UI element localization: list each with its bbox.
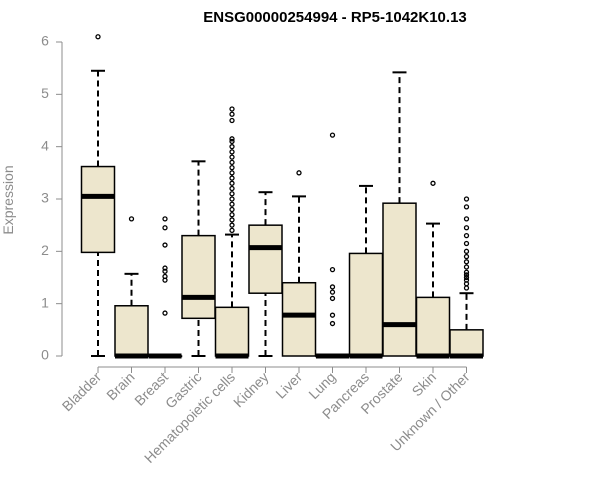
outlier-point xyxy=(463,248,470,254)
outlier-point xyxy=(463,216,470,222)
outlier-point xyxy=(463,259,470,265)
outlier-point xyxy=(463,272,470,278)
outlier-point xyxy=(329,295,336,302)
outlier-point xyxy=(162,216,168,222)
outlier-point xyxy=(128,216,135,222)
outlier-point xyxy=(162,268,168,274)
outlier-point xyxy=(229,175,235,181)
box-hematopoietic-cells xyxy=(214,106,250,359)
outlier-point xyxy=(229,154,235,160)
outlier-point xyxy=(329,312,336,318)
outlier-point xyxy=(229,222,235,228)
outlier-point xyxy=(229,185,235,192)
y-tick-label: 3 xyxy=(41,190,49,206)
box-series xyxy=(80,34,484,359)
outlier-point xyxy=(229,217,235,223)
outlier-point xyxy=(229,111,235,117)
iqr-box xyxy=(114,305,149,357)
outlier-point xyxy=(329,289,336,295)
box-brain xyxy=(114,216,149,359)
iqr-box xyxy=(80,165,116,254)
outlier-point xyxy=(229,180,235,186)
outlier-point xyxy=(229,144,235,150)
box-lung xyxy=(315,132,350,359)
chart-title: ENSG00000254994 - RP5-1042K10.13 xyxy=(203,9,467,26)
iqr-box xyxy=(415,296,451,357)
outlier-point xyxy=(463,264,470,270)
outlier-point xyxy=(229,206,235,213)
outlier-point xyxy=(463,269,470,275)
outlier-point xyxy=(463,285,470,291)
outlier-point xyxy=(463,204,470,210)
y-tick-label: 2 xyxy=(41,242,49,258)
iqr-box xyxy=(214,306,250,357)
box-kidney xyxy=(248,191,283,357)
y-axis: 0 1 2 3 4 5 6 xyxy=(41,33,63,363)
outlier-point xyxy=(329,266,336,273)
outlier-point xyxy=(229,227,235,234)
iqr-box xyxy=(281,281,317,357)
iqr-box xyxy=(181,234,216,320)
x-tick-label: Bladder xyxy=(59,369,105,415)
outlier-point xyxy=(329,284,336,290)
y-tick-label: 6 xyxy=(41,33,49,49)
outlier-point xyxy=(229,212,235,218)
outlier-point xyxy=(229,159,235,166)
outlier-point xyxy=(229,170,235,176)
iqr-box xyxy=(382,202,417,357)
outlier-point xyxy=(229,164,235,171)
y-tick-label: 4 xyxy=(41,137,49,153)
box-liver xyxy=(281,170,317,357)
outlier-point xyxy=(162,310,168,316)
box-breast xyxy=(147,216,183,359)
box-bladder xyxy=(80,34,116,357)
outlier-point xyxy=(229,196,235,202)
outlier-point xyxy=(329,320,336,327)
outlier-point xyxy=(463,277,470,283)
y-axis-label: Expression xyxy=(0,165,16,234)
outlier-point xyxy=(430,180,436,186)
outlier-point xyxy=(229,138,235,145)
box-unknown-other xyxy=(449,196,484,359)
outlier-point xyxy=(463,274,470,281)
y-tick-label: 5 xyxy=(41,85,49,101)
outlier-point xyxy=(162,265,168,271)
y-tick-label: 0 xyxy=(41,347,49,363)
outlier-point xyxy=(162,242,168,248)
outlier-point xyxy=(229,136,235,142)
y-tick-label: 1 xyxy=(41,294,49,310)
x-tick-label: Kidney xyxy=(230,369,272,411)
iqr-box xyxy=(248,224,283,294)
iqr-box xyxy=(348,252,384,357)
outlier-point xyxy=(95,34,101,40)
outlier-point xyxy=(162,273,168,280)
outlier-point xyxy=(229,117,235,124)
x-tick-label: Liver xyxy=(272,369,305,402)
outlier-point xyxy=(229,201,235,207)
box-pancreas xyxy=(348,184,384,359)
box-gastric xyxy=(181,160,216,357)
box-skin xyxy=(415,180,451,359)
iqr-box xyxy=(449,329,484,357)
outlier-point xyxy=(229,191,235,197)
outlier-point xyxy=(463,196,470,202)
outlier-point xyxy=(463,232,470,239)
outlier-point xyxy=(296,170,302,176)
outlier-point xyxy=(229,149,235,155)
outlier-point xyxy=(229,106,235,112)
outlier-point xyxy=(463,225,470,231)
outlier-point xyxy=(162,225,168,231)
box-prostate xyxy=(382,71,417,357)
outlier-point xyxy=(329,132,336,138)
outlier-point xyxy=(463,240,470,247)
outlier-point xyxy=(463,253,470,260)
